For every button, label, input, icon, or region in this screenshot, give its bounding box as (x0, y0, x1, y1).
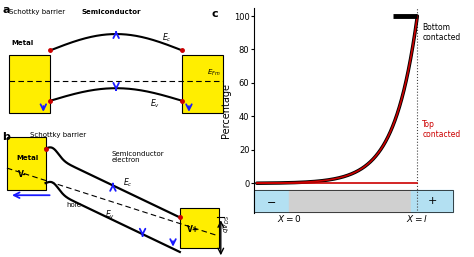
Text: Metal: Metal (11, 40, 34, 46)
Text: V+: V+ (187, 225, 199, 234)
Text: V-: V- (18, 170, 27, 179)
Text: $qV_{DS}$: $qV_{DS}$ (222, 215, 232, 233)
Text: Semiconductor: Semiconductor (82, 9, 141, 15)
Text: hole: hole (66, 202, 81, 208)
Text: Bottom
contacted: Bottom contacted (422, 23, 460, 42)
Text: $+$: $+$ (427, 195, 437, 206)
Text: a: a (2, 5, 10, 15)
Text: c: c (212, 10, 219, 19)
Text: b: b (2, 132, 10, 142)
Text: Schottky barrier: Schottky barrier (30, 132, 86, 138)
Text: Top
contacted: Top contacted (422, 120, 460, 139)
Text: $E_c$: $E_c$ (162, 32, 171, 44)
Text: $E_v$: $E_v$ (150, 97, 160, 109)
Text: $X=0$: $X=0$ (276, 213, 301, 224)
Bar (9, 56, 50, 113)
Text: electron: electron (111, 157, 140, 163)
Text: Metal: Metal (16, 155, 38, 161)
Text: $-$: $-$ (266, 196, 276, 206)
Bar (7, 137, 46, 190)
Bar (182, 56, 223, 113)
Text: $E_{Fm}$: $E_{Fm}$ (207, 68, 221, 78)
Bar (254, 190, 453, 212)
Bar (289, 190, 411, 212)
Bar (254, 190, 289, 212)
Bar (411, 190, 453, 212)
Text: Schottky barrier: Schottky barrier (9, 9, 65, 15)
Text: $E_v$: $E_v$ (105, 209, 115, 221)
Text: $E_c$: $E_c$ (123, 177, 133, 189)
Text: $X=l$: $X=l$ (406, 213, 428, 224)
Text: Semiconductor: Semiconductor (111, 151, 164, 157)
Y-axis label: Percentage: Percentage (221, 83, 231, 138)
Bar (180, 208, 219, 248)
